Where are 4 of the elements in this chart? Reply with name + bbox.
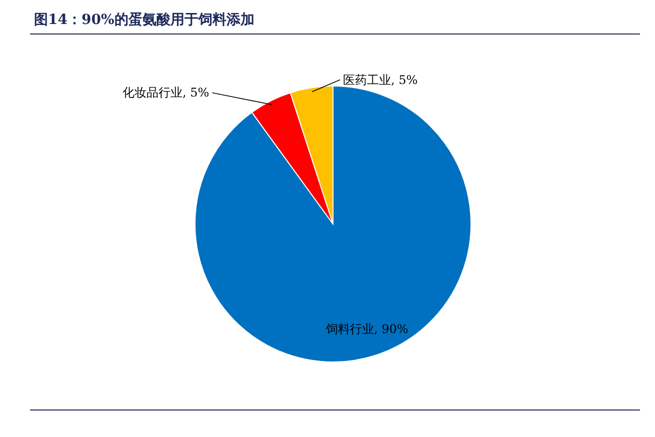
slice-label: 医药工业, 5% <box>343 72 418 87</box>
slice-label: 化妆品行业, 5% <box>122 86 210 100</box>
chart-title: 图14：90%的蛋氨酸用于饲料添加 <box>34 12 254 28</box>
slice-label: 饲料行业, 90% <box>325 322 408 336</box>
